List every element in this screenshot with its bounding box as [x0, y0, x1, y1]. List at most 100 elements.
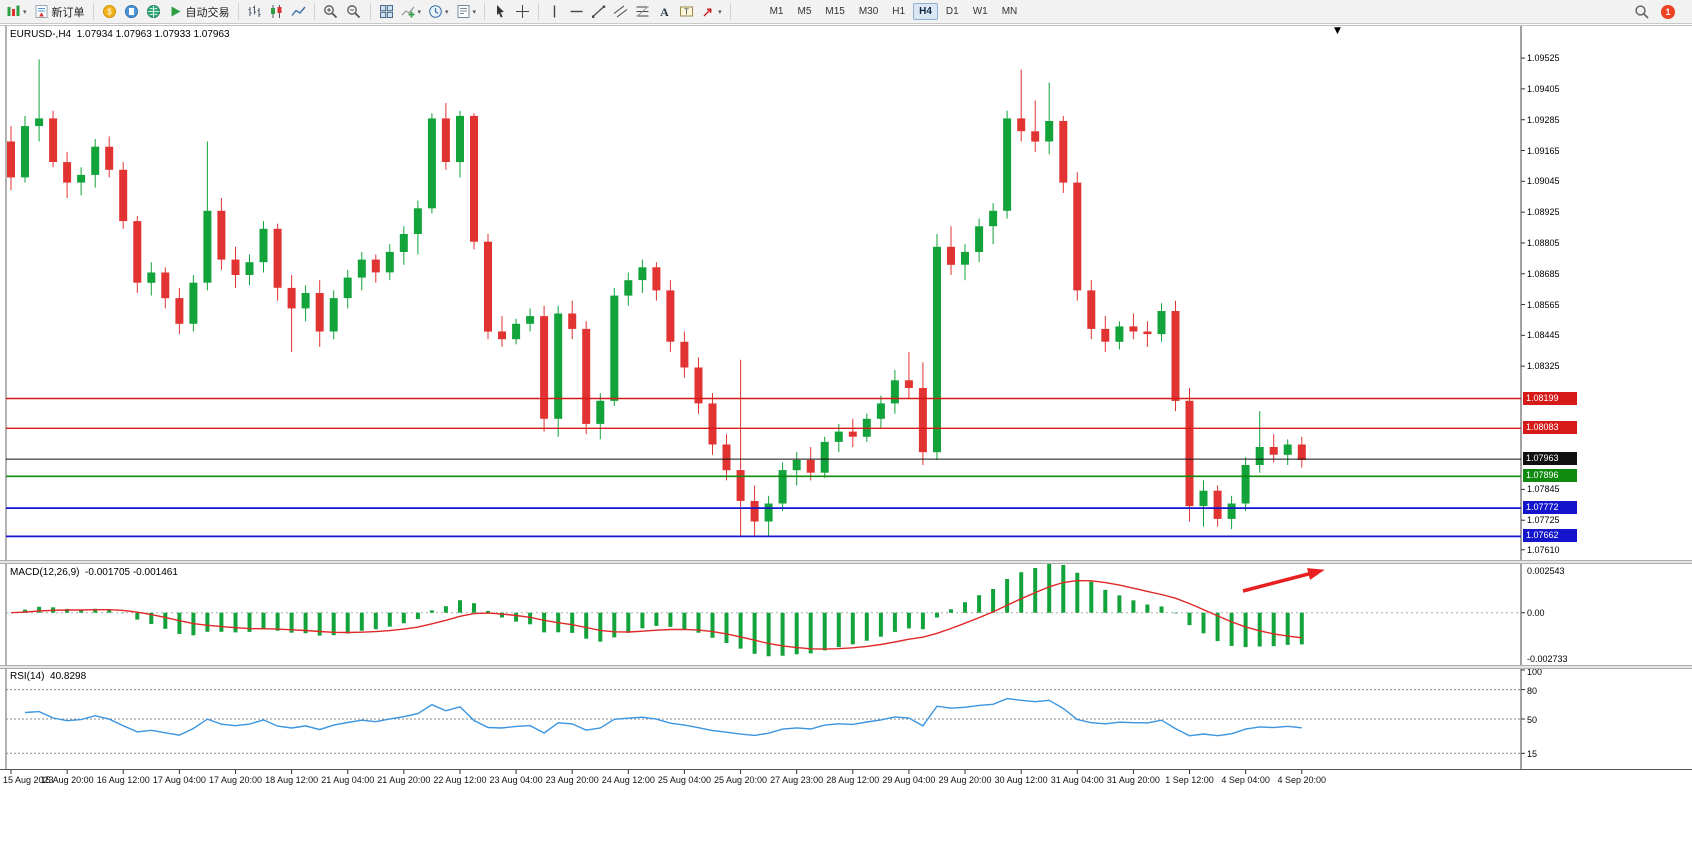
tile-windows-button[interactable] [376, 1, 397, 22]
timeframe-mn[interactable]: MN [996, 3, 1024, 20]
vertical-line-tool-button[interactable] [544, 1, 565, 22]
crosshair-icon [516, 5, 530, 18]
templates-button[interactable]: ▾ [453, 1, 480, 22]
timeframe-h1[interactable]: H1 [886, 3, 911, 20]
panel-separator-rsi[interactable] [0, 665, 1692, 669]
toolbar-separator [92, 3, 94, 20]
bar-chart-button[interactable] [244, 1, 265, 22]
bid-price-label[interactable]: 1.07963 [1523, 452, 1577, 466]
price-line-label[interactable]: 1.08199 [1523, 391, 1577, 405]
macd-signal-line [10, 579, 1302, 650]
timeframe-w1[interactable]: W1 [967, 3, 994, 20]
price-axis-tick: 1.08565 [1527, 299, 1560, 310]
time-axis-label: 4 Sep 20:00 [1277, 775, 1327, 785]
price-axis-tick: 1.09525 [1527, 53, 1560, 64]
market-watch-button[interactable]: $ [99, 1, 120, 22]
chart-menu-arrow[interactable]: ▼ [1334, 26, 1341, 36]
time-axis-label: 29 Aug 04:00 [882, 775, 936, 785]
notification-badge[interactable]: 1 [1661, 4, 1675, 19]
timeframe-h4[interactable]: H4 [913, 3, 938, 20]
fibonacci-tool-button[interactable] [632, 1, 653, 22]
timeframe-d1[interactable]: D1 [940, 3, 965, 20]
price-axis-tick: 1.07610 [1527, 544, 1560, 555]
candlestick-chart-icon [270, 5, 282, 18]
new-order-button[interactable]: 新订单 [31, 1, 88, 22]
indicators-button[interactable]: ▾ [398, 1, 425, 22]
community-icon [146, 5, 160, 18]
caret-down-icon: ▾ [718, 7, 722, 16]
time-axis-label: 16 Aug 12:00 [96, 775, 150, 785]
cursor-icon [497, 5, 505, 18]
timeframe-m5[interactable]: M5 [791, 3, 817, 20]
text-tool-button[interactable]: A [654, 1, 675, 22]
arrow-shape-icon [703, 8, 712, 17]
macd-histogram-layer [23, 564, 1304, 657]
rsi-axis-label: 15 [1527, 749, 1538, 760]
data-window-button[interactable] [121, 1, 142, 22]
arrows-tool-button[interactable]: ▾ [698, 1, 725, 22]
time-axis-label: 25 Aug 04:00 [657, 775, 711, 785]
time-axis-label: 21 Aug 20:00 [377, 775, 431, 785]
zoom-in-button[interactable] [320, 1, 342, 22]
community-button[interactable] [143, 1, 164, 22]
time-axis-label: 23 Aug 04:00 [489, 775, 543, 785]
channel-tool-button[interactable] [610, 1, 631, 22]
chart-symbol-title: EURUSD-,H4 1.07934 1.07963 1.07933 1.079… [10, 29, 230, 40]
time-axis-label: 29 Aug 20:00 [938, 775, 992, 785]
price-axis-tick: 1.08685 [1527, 268, 1560, 279]
timeframe-m15[interactable]: M15 [819, 3, 850, 20]
clock-icon [429, 5, 442, 18]
templates-icon [457, 5, 470, 18]
candle-chart-button[interactable] [266, 1, 287, 22]
time-axis-label: 21 Aug 04:00 [321, 775, 375, 785]
search-button[interactable] [1631, 1, 1653, 22]
macd-name: MACD(12,26,9) [10, 567, 80, 578]
toolbar-separator [237, 3, 239, 20]
time-axis-label: 28 Aug 12:00 [826, 775, 880, 785]
rsi-name: RSI(14) [10, 671, 45, 682]
new-chart-button[interactable]: ▾ [3, 1, 30, 22]
macd-scale-zero: 0.00 [1527, 607, 1545, 618]
timeframe-m30[interactable]: M30 [853, 3, 884, 20]
timeframe-m1[interactable]: M1 [764, 3, 790, 20]
text-label-tool-button[interactable]: T [676, 1, 697, 22]
price-line-label[interactable]: 1.07772 [1523, 501, 1577, 515]
autotrading-play-icon [171, 6, 181, 17]
annotation-arrow[interactable] [1242, 568, 1325, 593]
new-order-icon [35, 5, 48, 18]
price-line-label[interactable]: 1.07662 [1523, 529, 1577, 543]
price-line-label[interactable]: 1.08083 [1523, 421, 1577, 435]
price-axis-tick: 1.07845 [1527, 484, 1560, 495]
market-watch-icon: $ [102, 5, 116, 18]
cursor-tool-button[interactable] [490, 1, 511, 22]
trendline-tool-button[interactable] [588, 1, 609, 22]
new-order-label: 新订单 [51, 6, 85, 19]
price-axis-tick: 1.09045 [1527, 176, 1560, 187]
data-window-icon [124, 5, 138, 18]
text-label-icon: T [680, 6, 694, 17]
panel-separator-macd[interactable] [0, 560, 1692, 564]
time-axis-label: 18 Aug 12:00 [265, 775, 319, 785]
price-line-label[interactable]: 1.07896 [1523, 469, 1577, 483]
price-axis-tick: 1.08445 [1527, 330, 1560, 341]
toolbar-separator [484, 3, 486, 20]
zoom-out-button[interactable] [343, 1, 365, 22]
caret-down-icon: ▾ [417, 7, 422, 16]
chart-area[interactable] [6, 26, 1521, 560]
time-axis-label: 31 Aug 20:00 [1106, 775, 1160, 785]
horizontal-line-tool-button[interactable] [566, 1, 587, 22]
periods-button[interactable]: ▾ [425, 1, 452, 22]
autotrading-button[interactable]: 自动交易 [165, 1, 233, 22]
svg-text:$: $ [107, 8, 112, 17]
svg-text:A: A [660, 5, 669, 19]
zoom-out-icon [346, 4, 360, 18]
crosshair-tool-button[interactable] [512, 1, 533, 22]
time-axis-label: 30 Aug 12:00 [994, 775, 1048, 785]
line-chart-button[interactable] [288, 1, 309, 22]
time-axis-label: 31 Aug 04:00 [1050, 775, 1104, 785]
svg-text:T: T [684, 8, 689, 17]
main-toolbar: ▾ 新订单 $ 自动交易 [0, 0, 1692, 24]
bar-chart-icon [248, 5, 261, 17]
rsi-axis-label: 50 [1527, 715, 1538, 725]
